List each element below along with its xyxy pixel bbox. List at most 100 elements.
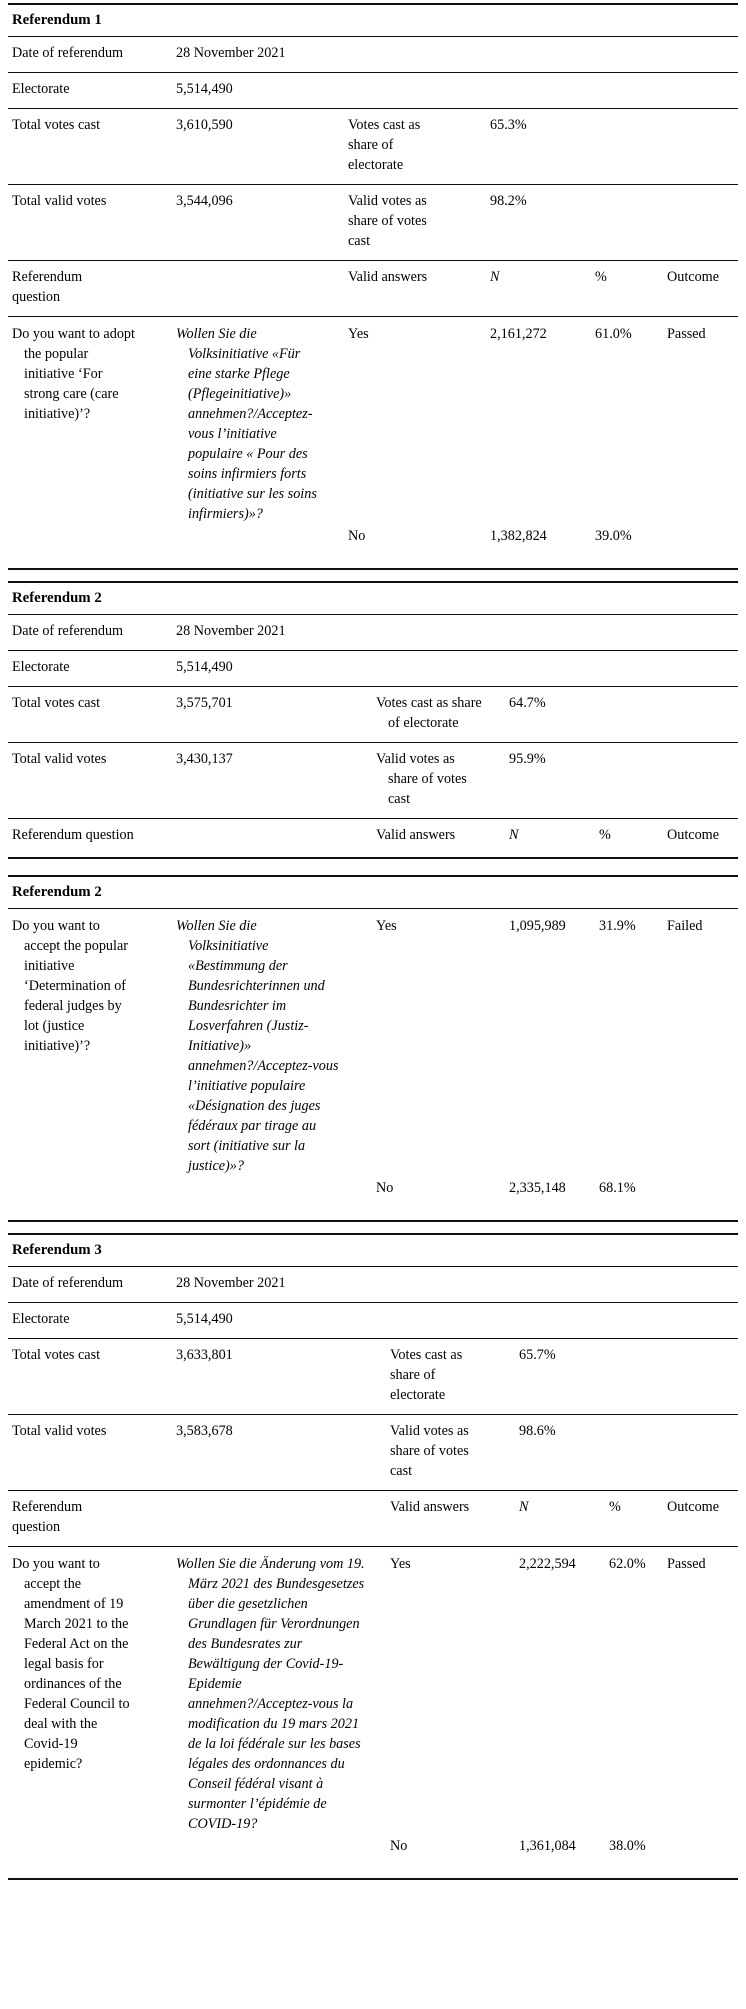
total-votes-row: Total votes cast 3,610,590 Votes cast as… [8,109,739,185]
referendum-question-header: Referendum question [12,1499,83,1535]
percent-header: % [599,827,611,843]
empty-cell [667,1834,738,1879]
table-gap [8,570,738,581]
question-row: Do you want to accept the popular initia… [8,909,738,1177]
outcome-value: Passed [667,326,706,342]
electorate-label: Electorate [12,1311,70,1327]
outcome-value: Failed [667,918,703,934]
valid-votes-row: Total valid votes 3,430,137 Valid votes … [8,743,739,819]
no-label: No [348,528,366,544]
empty-cell [8,524,348,569]
no-count: 1,361,084 [519,1838,576,1854]
yes-count: 2,161,272 [490,326,547,342]
question-english: Do you want to accept the amendment of 1… [12,1556,130,1772]
votes-share-label: Votes cast as share of electorate [390,1347,463,1403]
referendum-3-table: Referendum 3 Date of referendum 28 Novem… [8,1233,739,1880]
valid-share-value: 98.6% [519,1423,556,1439]
empty-cell [667,1176,738,1221]
no-label: No [390,1838,408,1854]
votes-share-label: Votes cast as share of electorate [348,117,421,173]
empty-cell [667,524,738,569]
electorate-row: Electorate 5,514,490 [8,651,739,687]
table-header-row: Referendum 2 [8,876,739,909]
electorate-row: Electorate 5,514,490 [8,73,739,109]
total-votes-cast-value: 3,575,701 [176,695,233,711]
total-votes-cast-label: Total votes cast [12,1347,101,1363]
question-english: Do you want to accept the popular initia… [12,918,128,1054]
date-of-referendum-value: 28 November 2021 [176,623,286,639]
valid-answers-header: Valid answers [348,269,428,285]
referendum-2-table-part-2: Referendum 2 Do you want to accept the p… [8,875,739,1222]
no-row: No 1,382,824 39.0% [8,524,739,569]
valid-votes-row: Total valid votes 3,583,678 Valid votes … [8,1415,739,1491]
no-percent: 39.0% [595,528,632,544]
valid-share-label: Valid votes as share of votes cast [348,193,427,249]
valid-share-label: Valid votes as share of votes cast [390,1423,469,1479]
date-of-referendum-value: 28 November 2021 [176,1275,286,1291]
no-label: No [376,1180,394,1196]
electorate-label: Electorate [12,81,70,97]
empty-cell [8,1176,376,1221]
valid-votes-row: Total valid votes 3,544,096 Valid votes … [8,185,739,261]
total-votes-row: Total votes cast 3,575,701 Votes cast as… [8,687,739,743]
question-german-french: Wollen Sie die Änderung vom 19. März 202… [176,1556,365,1832]
total-valid-votes-label: Total valid votes [12,1423,107,1439]
valid-share-label: Valid votes as share of votes cast [376,751,467,807]
question-english: Do you want to adopt the popular initiat… [12,326,135,422]
total-valid-votes-value: 3,583,678 [176,1423,233,1439]
outcome-value: Passed [667,1556,706,1572]
outcome-header: Outcome [667,1499,720,1515]
empty-cell [8,1834,390,1879]
yes-count: 2,222,594 [519,1556,576,1572]
valid-answers-header: Valid answers [376,827,456,843]
question-columns-header-row: Referendum question Valid answers N % Ou… [8,819,739,858]
referendum-title: Referendum 2 [12,884,102,900]
no-percent: 68.1% [599,1180,636,1196]
outcome-header: Outcome [667,269,720,285]
percent-header: % [595,269,607,285]
no-count: 1,382,824 [490,528,547,544]
electorate-value: 5,514,490 [176,1311,233,1327]
referendum-results-document: Referendum 1 Date of referendum 28 Novem… [8,3,739,1880]
total-valid-votes-value: 3,430,137 [176,751,233,767]
referendum-title: Referendum 3 [12,1242,102,1258]
votes-share-value: 64.7% [509,695,546,711]
question-columns-header-row: Referendum question Valid answers N % Ou… [8,261,739,317]
referendum-question-header: Referendum question [12,269,83,305]
total-votes-cast-label: Total votes cast [12,117,101,133]
question-row: Do you want to accept the amendment of 1… [8,1547,738,1835]
total-votes-cast-value: 3,610,590 [176,117,233,133]
referendum-title: Referendum 1 [12,12,102,28]
date-of-referendum-label: Date of referendum [12,1275,124,1291]
table-header-row: Referendum 1 [8,4,739,37]
date-of-referendum-value: 28 November 2021 [176,45,286,61]
votes-share-value: 65.7% [519,1347,556,1363]
valid-share-value: 95.9% [509,751,546,767]
yes-label: Yes [376,918,397,934]
no-row: No 1,361,084 38.0% [8,1834,739,1879]
question-row: Do you want to adopt the popular initiat… [8,317,738,525]
question-german-french: Wollen Sie die Volksinitiative «Für eine… [176,326,317,522]
table-header-row: Referendum 3 [8,1234,739,1267]
table-header-row: Referendum 2 [8,582,739,615]
table-gap [8,1222,738,1233]
total-valid-votes-label: Total valid votes [12,193,107,209]
yes-count: 1,095,989 [509,918,566,934]
question-german-french: Wollen Sie die Volksinitiative «Bestimmu… [176,918,339,1174]
total-votes-cast-label: Total votes cast [12,695,101,711]
date-row: Date of referendum 28 November 2021 [8,1267,739,1303]
referendum-1-table: Referendum 1 Date of referendum 28 Novem… [8,3,739,570]
total-valid-votes-value: 3,544,096 [176,193,233,209]
total-votes-row: Total votes cast 3,633,801 Votes cast as… [8,1339,739,1415]
valid-share-value: 98.2% [490,193,527,209]
date-of-referendum-label: Date of referendum [12,623,124,639]
percent-header: % [609,1499,621,1515]
outcome-header: Outcome [667,827,720,843]
referendum-2-table-part-1: Referendum 2 Date of referendum 28 Novem… [8,581,739,859]
yes-percent: 31.9% [599,918,636,934]
table-gap [8,859,738,875]
valid-answers-header: Valid answers [390,1499,470,1515]
date-of-referendum-label: Date of referendum [12,45,124,61]
referendum-question-header: Referendum question [12,827,134,843]
date-row: Date of referendum 28 November 2021 [8,37,739,73]
